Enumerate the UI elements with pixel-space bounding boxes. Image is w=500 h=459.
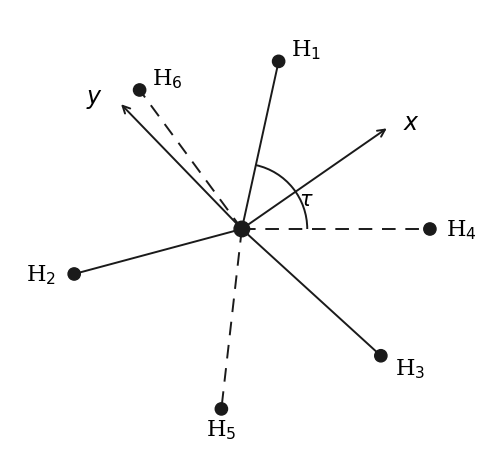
Text: H$_2$: H$_2$ [26, 263, 56, 286]
Circle shape [374, 350, 387, 362]
Text: $y$: $y$ [86, 88, 103, 111]
Circle shape [424, 224, 436, 235]
Text: H$_3$: H$_3$ [395, 357, 426, 380]
Text: H$_4$: H$_4$ [446, 218, 477, 241]
Circle shape [134, 84, 145, 97]
Circle shape [234, 222, 250, 237]
Text: H$_5$: H$_5$ [206, 418, 236, 441]
Text: $x$: $x$ [404, 112, 420, 135]
Text: H$_1$: H$_1$ [291, 38, 321, 62]
Circle shape [272, 56, 285, 68]
Circle shape [215, 403, 228, 415]
Circle shape [68, 268, 80, 280]
Text: H$_6$: H$_6$ [152, 67, 182, 90]
Text: $\tau$: $\tau$ [299, 190, 314, 209]
